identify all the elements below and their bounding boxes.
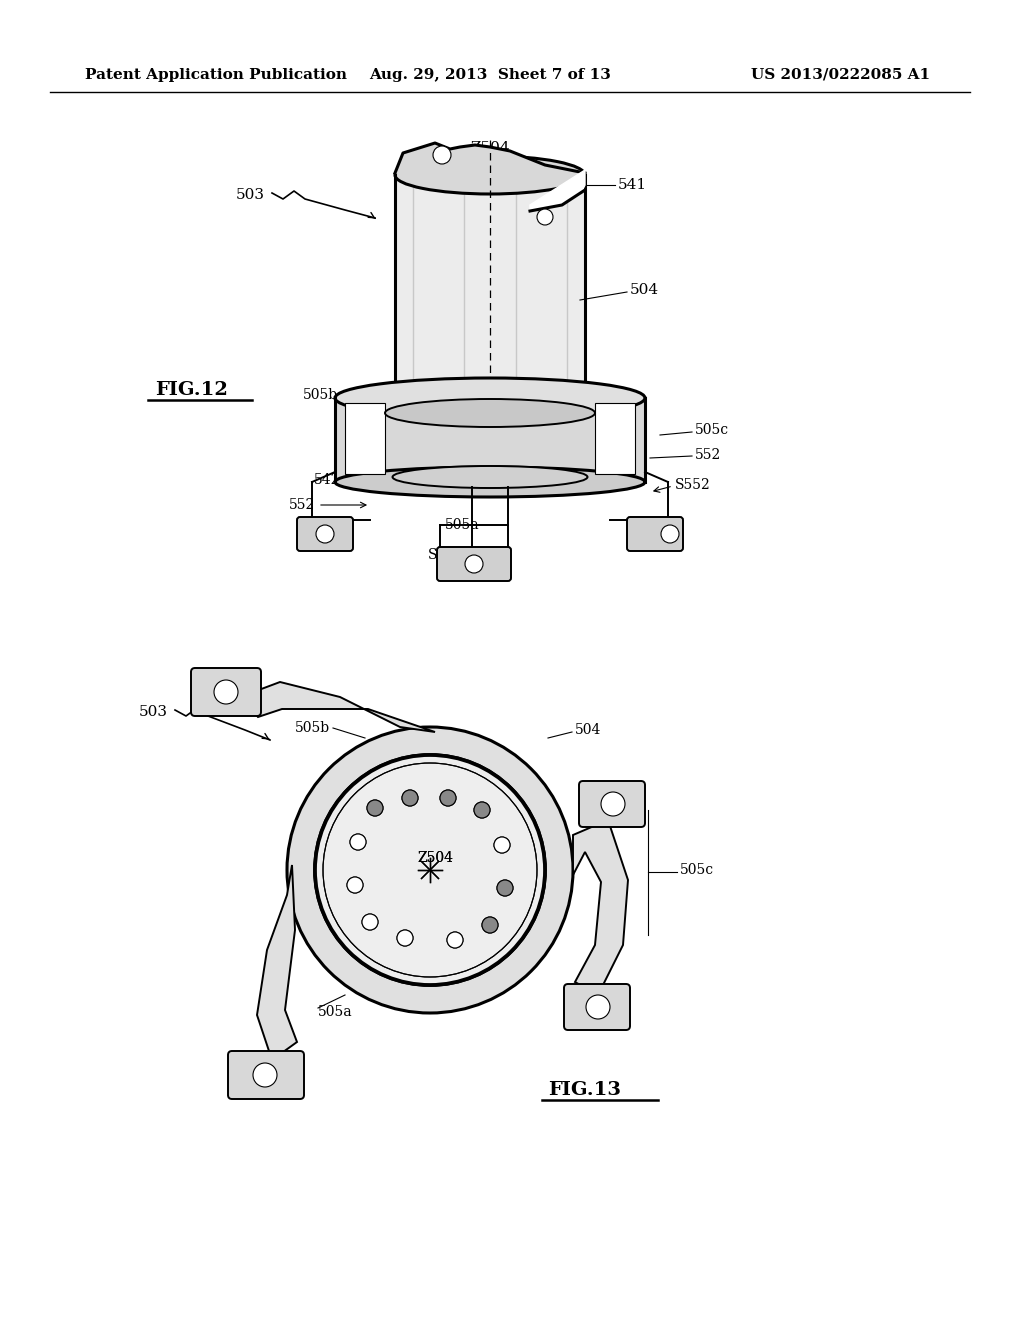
Text: Patent Application Publication: Patent Application Publication: [85, 69, 347, 82]
Circle shape: [474, 803, 490, 818]
Ellipse shape: [395, 156, 585, 194]
Polygon shape: [573, 820, 628, 995]
Polygon shape: [530, 170, 585, 210]
Text: 505b: 505b: [295, 721, 330, 735]
Text: FIG.12: FIG.12: [155, 381, 228, 399]
Text: 542: 542: [313, 473, 340, 487]
Polygon shape: [240, 682, 435, 733]
Circle shape: [350, 834, 366, 850]
FancyBboxPatch shape: [437, 546, 511, 581]
Polygon shape: [395, 143, 585, 173]
Circle shape: [315, 755, 545, 985]
Polygon shape: [257, 865, 297, 1060]
Circle shape: [433, 147, 451, 164]
FancyBboxPatch shape: [627, 517, 683, 550]
Circle shape: [662, 525, 679, 543]
Circle shape: [586, 995, 610, 1019]
Polygon shape: [595, 403, 635, 474]
Text: Aug. 29, 2013  Sheet 7 of 13: Aug. 29, 2013 Sheet 7 of 13: [369, 69, 611, 82]
Circle shape: [253, 1063, 278, 1086]
Circle shape: [214, 680, 238, 704]
Circle shape: [465, 554, 483, 573]
Circle shape: [447, 932, 463, 948]
Text: 503: 503: [236, 187, 265, 202]
Circle shape: [347, 876, 362, 894]
Circle shape: [474, 803, 490, 818]
FancyBboxPatch shape: [564, 983, 630, 1030]
Circle shape: [362, 913, 378, 931]
Circle shape: [350, 834, 366, 850]
Circle shape: [497, 880, 513, 896]
Circle shape: [367, 800, 383, 816]
Ellipse shape: [385, 399, 595, 426]
Text: Z504: Z504: [417, 851, 453, 865]
Text: 505b: 505b: [303, 388, 338, 403]
Circle shape: [362, 913, 378, 931]
Circle shape: [315, 755, 545, 985]
Circle shape: [482, 917, 498, 933]
Circle shape: [482, 917, 498, 933]
Text: US 2013/0222085 A1: US 2013/0222085 A1: [751, 69, 930, 82]
FancyBboxPatch shape: [579, 781, 645, 828]
Text: Z504: Z504: [470, 141, 510, 154]
Polygon shape: [335, 399, 645, 482]
Text: FIG.13: FIG.13: [548, 1081, 621, 1100]
Circle shape: [447, 932, 463, 948]
Circle shape: [497, 880, 513, 896]
Text: 552: 552: [695, 447, 721, 462]
Text: 503: 503: [139, 705, 168, 719]
Circle shape: [397, 931, 413, 946]
Ellipse shape: [392, 466, 588, 488]
Circle shape: [316, 525, 334, 543]
Circle shape: [402, 789, 418, 807]
Circle shape: [440, 789, 456, 807]
Text: 505c: 505c: [695, 422, 729, 437]
Text: 552: 552: [289, 498, 315, 512]
Text: S552: S552: [428, 548, 464, 562]
Circle shape: [537, 209, 553, 224]
Text: 504: 504: [630, 282, 659, 297]
Circle shape: [287, 727, 573, 1012]
Ellipse shape: [335, 378, 645, 418]
FancyBboxPatch shape: [191, 668, 261, 715]
Text: S552: S552: [675, 478, 711, 492]
FancyBboxPatch shape: [228, 1051, 304, 1100]
Circle shape: [440, 789, 456, 807]
Polygon shape: [345, 403, 385, 474]
Circle shape: [601, 792, 625, 816]
Text: 505a: 505a: [318, 1005, 352, 1019]
Circle shape: [367, 800, 383, 816]
Text: 504: 504: [575, 723, 601, 737]
Text: 505c: 505c: [680, 863, 714, 876]
FancyBboxPatch shape: [297, 517, 353, 550]
Circle shape: [397, 931, 413, 946]
Text: 505a: 505a: [445, 517, 479, 532]
Ellipse shape: [335, 467, 645, 498]
Ellipse shape: [395, 393, 585, 426]
Circle shape: [347, 876, 362, 894]
Circle shape: [402, 789, 418, 807]
Text: 541: 541: [618, 178, 647, 191]
Circle shape: [494, 837, 510, 853]
Circle shape: [494, 837, 510, 853]
Text: Z504: Z504: [417, 851, 453, 865]
Polygon shape: [395, 176, 585, 411]
